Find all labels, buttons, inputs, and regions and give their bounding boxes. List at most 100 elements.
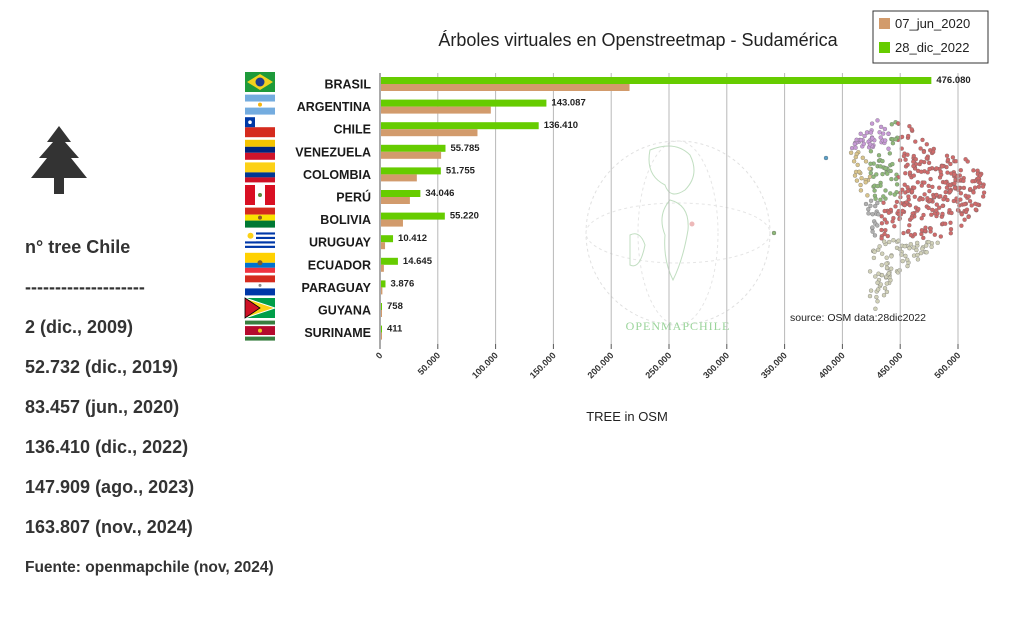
map-point <box>887 239 892 245</box>
flag-part <box>245 335 275 337</box>
flag-part <box>245 247 275 251</box>
map-point <box>934 208 939 213</box>
value-label: 34.046 <box>425 188 454 199</box>
flag-part <box>258 328 262 333</box>
map-point <box>860 155 865 160</box>
paraguay-flag-icon <box>245 275 275 296</box>
map-point <box>920 246 925 251</box>
map-point <box>903 157 908 162</box>
value-label: 476.080 <box>936 75 970 86</box>
map-point <box>906 228 911 234</box>
map-point <box>963 209 969 215</box>
flag-part <box>248 120 252 124</box>
map-point <box>907 223 912 228</box>
map-point <box>879 236 884 241</box>
map-point <box>919 169 924 174</box>
map-point <box>858 188 864 193</box>
map-point <box>919 216 924 221</box>
map-point <box>891 215 896 221</box>
map-point <box>971 168 976 173</box>
map-point <box>861 141 866 146</box>
map-point <box>976 184 982 189</box>
map-point <box>883 138 888 143</box>
flag-part <box>245 234 275 237</box>
map-point <box>929 212 934 217</box>
map-point <box>919 183 924 188</box>
map-point <box>902 202 907 208</box>
map-point <box>864 130 870 135</box>
map-point <box>905 188 911 194</box>
map-point <box>968 186 973 192</box>
map-point <box>930 184 935 190</box>
uruguay-flag-icon <box>245 230 275 251</box>
x-tick-label: 400.000 <box>817 350 847 380</box>
map-point <box>870 212 875 217</box>
map-point <box>870 136 875 141</box>
map-point <box>927 188 932 194</box>
map-point <box>934 192 939 198</box>
flag-part <box>245 230 275 233</box>
flag-part <box>245 288 275 296</box>
map-point <box>859 176 864 181</box>
map-point <box>905 162 910 167</box>
map-point <box>873 203 878 209</box>
chart-watermark: OPENMAPCHILE <box>626 319 731 333</box>
flag-part <box>245 172 275 178</box>
bolivia-flag-icon <box>245 207 275 228</box>
history-item: 2 (dic., 2009) <box>25 317 134 337</box>
bar-07-jun-2020 <box>381 332 382 340</box>
map-point <box>880 251 885 256</box>
brazil-flag-icon <box>245 72 275 92</box>
map-point <box>918 146 923 151</box>
sidebar: n° tree Chile -------------------- 2 (di… <box>0 0 320 618</box>
map-point <box>870 225 875 230</box>
bar-07-jun-2020 <box>381 106 491 114</box>
map-point <box>928 226 933 231</box>
chile-flag-icon <box>245 117 275 138</box>
flag-part <box>245 146 275 153</box>
map-point <box>877 244 882 249</box>
x-tick-label: 50.000 <box>416 350 443 377</box>
category-label: BRASIL <box>324 78 371 92</box>
sidebar-heading: n° tree Chile <box>25 237 131 257</box>
map-point <box>885 171 890 176</box>
bar-07-jun-2020 <box>381 84 630 91</box>
peru-flag-icon <box>245 185 275 205</box>
map-point <box>896 121 901 126</box>
map-point <box>872 188 877 193</box>
map-point <box>863 180 868 185</box>
flag-part <box>245 239 275 242</box>
map-point <box>958 168 963 173</box>
map-point <box>961 185 967 191</box>
map-point <box>937 205 942 210</box>
map-point <box>858 137 864 143</box>
x-tick-label: 150.000 <box>528 350 558 380</box>
map-point <box>880 158 885 164</box>
map-point <box>894 182 900 187</box>
map-point <box>945 170 950 175</box>
map-point <box>919 228 925 233</box>
flag-part <box>244 297 261 319</box>
category-label: CHILE <box>334 123 372 137</box>
map-point <box>875 223 880 228</box>
flag-part <box>245 94 275 102</box>
map-point <box>873 196 878 201</box>
history-item: 52.732 (dic., 2019) <box>25 357 179 377</box>
map-point <box>911 245 916 250</box>
map-point <box>952 185 958 191</box>
map-point <box>882 208 887 214</box>
bar-28-dic-2022 <box>381 280 386 288</box>
flag-part <box>245 127 275 138</box>
map-point <box>882 286 888 291</box>
map-point <box>926 160 932 166</box>
venezuela-flag-icon <box>245 139 275 160</box>
history-item: 136.410 (dic., 2022) <box>25 437 189 457</box>
map-point <box>884 255 889 260</box>
map-point <box>948 189 953 194</box>
chart-title: Árboles virtuales en Openstreetmap - Sud… <box>438 30 838 50</box>
map-point <box>911 159 916 164</box>
map-point <box>915 180 920 185</box>
map-point <box>862 133 867 139</box>
flag-part <box>258 283 262 287</box>
map-point <box>863 201 869 207</box>
